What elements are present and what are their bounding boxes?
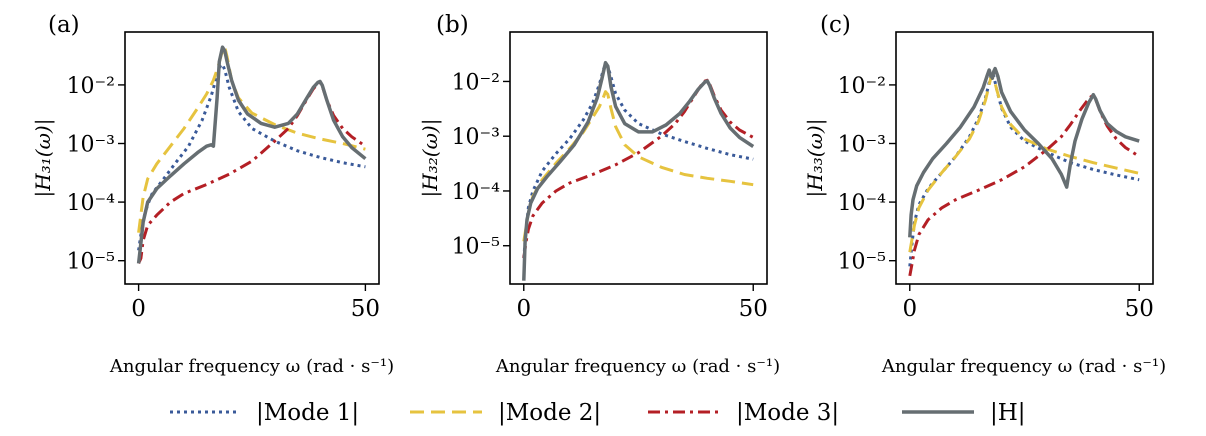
x-tick-label-c-1: 50 bbox=[1125, 296, 1154, 322]
panel-b: (b) 0 50 10⁻⁵ 10⁻⁴ 10⁻³ 10⁻² |H₃₂(ω)| Angular… bbox=[418, 12, 780, 377]
y-tick-label-c-3: 10⁻² bbox=[838, 74, 886, 99]
y-tick-label-b-1: 10⁻⁴ bbox=[452, 180, 501, 205]
series-line-c-2 bbox=[908, 73, 1140, 253]
y-tick-label-a-2: 10⁻³ bbox=[67, 133, 115, 158]
panel-c: (c) 0 50 10⁻⁵ 10⁻⁴ 10⁻³ 10⁻² |H₃₃(ω)| Angular… bbox=[803, 12, 1166, 377]
legend-label-h: |H| bbox=[990, 400, 1026, 426]
series-layer-b bbox=[522, 60, 755, 281]
x-tick-label-c-0: 0 bbox=[902, 296, 917, 322]
x-tick-label-a-0: 0 bbox=[131, 296, 146, 322]
panel-a: (a) 0 50 10⁻⁵ 10⁻⁴ 10⁻³ 10⁻² |H₃₁(ω)| Angular… bbox=[31, 12, 394, 377]
legend-item-mode-3: |Mode 3| bbox=[648, 400, 839, 426]
series-line-c-4 bbox=[908, 66, 1140, 238]
legend: |Mode 1| |Mode 2| |Mode 3| |H| bbox=[170, 400, 1026, 426]
x-tick-label-b-0: 0 bbox=[516, 296, 531, 322]
legend-item-h: |H| bbox=[902, 400, 1026, 426]
tick-layer-b: 0 50 10⁻⁵ 10⁻⁴ 10⁻³ 10⁻² bbox=[452, 70, 768, 322]
series-line-a-1 bbox=[137, 62, 366, 251]
y-axis-label-a: |H₃₁(ω)| bbox=[31, 119, 56, 198]
x-axis-label-c: Angular frequency ω (rad · s⁻¹) bbox=[881, 356, 1166, 377]
y-tick-label-a-0: 10⁻⁵ bbox=[67, 250, 115, 275]
plot-frame-b bbox=[509, 31, 768, 285]
plot-frame-c bbox=[895, 31, 1154, 285]
y-tick-label-c-1: 10⁻⁴ bbox=[838, 191, 887, 216]
y-tick-label-c-2: 10⁻³ bbox=[838, 133, 886, 158]
x-axis-label-a: Angular frequency ω (rad · s⁻¹) bbox=[109, 356, 394, 377]
plot-frame-a bbox=[124, 31, 380, 285]
x-axis-label-b: Angular frequency ω (rad · s⁻¹) bbox=[495, 356, 780, 377]
series-line-a-2 bbox=[137, 45, 366, 233]
series-line-a-4 bbox=[136, 45, 367, 264]
tick-layer-c: 0 50 10⁻⁵ 10⁻⁴ 10⁻³ 10⁻² bbox=[838, 74, 1154, 322]
series-layer-a bbox=[136, 45, 367, 265]
series-line-b-4 bbox=[522, 60, 755, 281]
y-axis-label-b: |H₃₂(ω)| bbox=[418, 119, 443, 198]
legend-label-mode-1: |Mode 1| bbox=[256, 400, 359, 426]
y-tick-label-b-0: 10⁻⁵ bbox=[452, 235, 500, 260]
y-tick-label-a-3: 10⁻² bbox=[67, 74, 115, 99]
legend-item-mode-1: |Mode 1| bbox=[170, 400, 359, 426]
panel-label-c: (c) bbox=[820, 12, 851, 38]
panel-label-a: (a) bbox=[48, 12, 80, 38]
legend-label-mode-2: |Mode 2| bbox=[498, 400, 601, 426]
y-tick-label-b-2: 10⁻³ bbox=[452, 125, 500, 150]
series-line-b-2 bbox=[522, 90, 754, 242]
legend-label-mode-3: |Mode 3| bbox=[736, 400, 839, 426]
y-axis-label-c: |H₃₃(ω)| bbox=[803, 119, 828, 198]
y-tick-label-a-1: 10⁻⁴ bbox=[67, 191, 116, 216]
legend-item-mode-2: |Mode 2| bbox=[410, 400, 601, 426]
tick-layer-a: 0 50 10⁻⁵ 10⁻⁴ 10⁻³ 10⁻² bbox=[67, 74, 380, 322]
y-tick-label-b-3: 10⁻² bbox=[452, 70, 500, 95]
y-tick-label-c-0: 10⁻⁵ bbox=[838, 250, 886, 275]
panel-label-b: (b) bbox=[436, 12, 469, 38]
series-layer-c bbox=[908, 66, 1141, 277]
x-tick-label-a-1: 50 bbox=[351, 296, 380, 322]
x-tick-label-b-1: 50 bbox=[739, 296, 768, 322]
